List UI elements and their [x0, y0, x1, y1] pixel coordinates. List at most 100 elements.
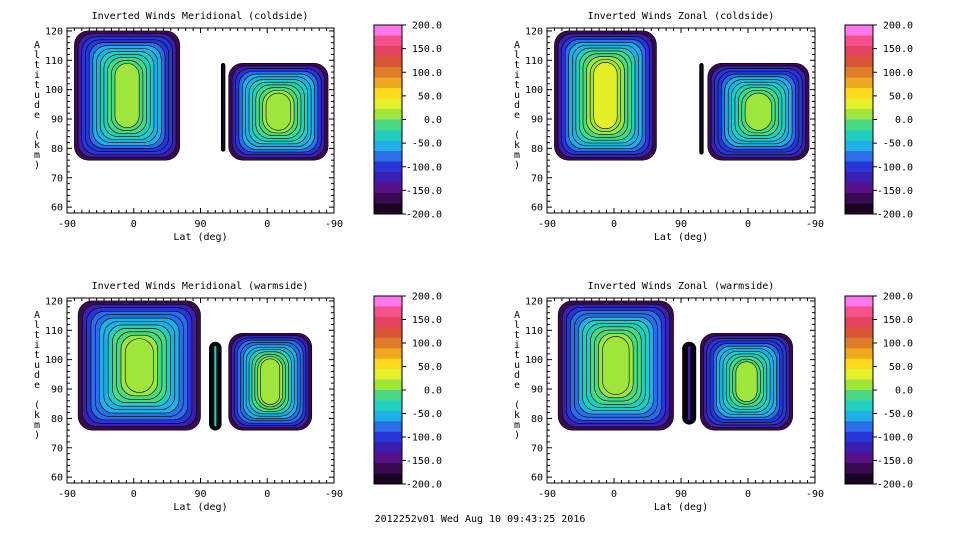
colorbar-label: 100.0 [883, 68, 913, 79]
colorbar: 200.0 150.0 100.0 50.0 0.0 -50.0 -100.0 -150.0 -… [844, 292, 913, 491]
y-tick-label: 60 [51, 473, 63, 484]
colorbar: 200.0 150.0 100.0 50.0 0.0 -50.0 -100.0 -150.0 -… [844, 21, 913, 221]
colorbar-swatch [374, 25, 402, 36]
colorbar-swatch [845, 421, 873, 433]
colorbar-swatch [845, 327, 873, 339]
y-tick-label: 80 [531, 414, 543, 425]
colorbar-swatch [845, 35, 873, 47]
y-tick-label: 110 [45, 326, 63, 337]
colorbar-swatch [845, 442, 873, 454]
colorbar-label: -150.0 [877, 456, 913, 467]
x-tick-label: -90 [58, 219, 76, 230]
colorbar-swatch [845, 379, 873, 391]
y-axis-label-char: t [34, 80, 40, 91]
chart-title: Inverted Winds Meridional (warmside) [92, 281, 309, 292]
colorbar-swatch [845, 172, 873, 183]
y-tick-label: 110 [525, 56, 543, 67]
y-axis-label-char: t [514, 80, 520, 91]
contour-band [114, 63, 140, 129]
colorbar: 200.0 150.0 100.0 50.0 0.0 -50.0 -100.0 -150.0 -… [373, 21, 442, 221]
colorbar-swatch [374, 463, 402, 475]
y-axis-label-char: l [34, 320, 40, 331]
y-tick-label: 60 [531, 473, 543, 484]
colorbar-swatch [845, 306, 873, 318]
colorbar: 200.0 150.0 100.0 50.0 0.0 -50.0 -100.0 -150.0 -… [373, 292, 442, 491]
x-tick-label: 90 [194, 219, 206, 230]
colorbar-label: -50.0 [412, 139, 442, 150]
colorbar-label: -50.0 [883, 409, 913, 420]
y-tick-label: 100 [525, 355, 543, 366]
chart-panel-2: Inverted Winds Zonal (coldside) 60 70 80 90 1… [514, 11, 913, 243]
colorbar-label: 50.0 [889, 91, 913, 102]
y-axis-label-char: k [34, 140, 40, 151]
colorbar-swatch [845, 88, 873, 99]
colorbar-label: -200.0 [877, 480, 913, 491]
y-axis-label-char: k [34, 410, 40, 421]
y-tick-label: 70 [51, 173, 63, 184]
y-axis-label-char: k [514, 140, 520, 151]
y-axis-label-char: ( [514, 400, 520, 411]
colorbar-label: -200.0 [877, 210, 913, 221]
colorbar-label: 150.0 [412, 315, 442, 326]
y-tick-label: 90 [531, 115, 543, 126]
colorbar-swatch [374, 109, 402, 120]
colorbar-swatch [845, 348, 873, 360]
colorbar-swatch [845, 203, 873, 215]
colorbar-swatch [374, 67, 402, 78]
colorbar-swatch [845, 182, 873, 194]
y-tick-label: 110 [45, 56, 63, 67]
contour-band [265, 92, 292, 131]
y-axis-label-char: d [514, 370, 520, 381]
x-tick-label: 90 [194, 489, 206, 500]
colorbar-swatch [374, 203, 402, 215]
y-axis-label-char: i [514, 70, 520, 81]
colorbar-swatch [845, 161, 873, 173]
colorbar-swatch [845, 337, 873, 349]
colorbar-swatch [374, 327, 402, 339]
chart-title: Inverted Winds Meridional (coldside) [92, 11, 309, 22]
contour-band [124, 338, 154, 393]
colorbar-swatch [374, 130, 402, 141]
colorbar-swatch [845, 193, 873, 204]
x-axis-label: Lat (deg) [173, 502, 227, 513]
colorbar-swatch [845, 296, 873, 307]
colorbar-swatch [374, 369, 402, 381]
y-tick-label: 120 [525, 296, 543, 307]
colorbar-swatch [845, 77, 873, 89]
y-axis-label-char: u [34, 360, 40, 371]
colorbar-swatch [374, 140, 402, 152]
contour-band [700, 64, 703, 154]
y-axis-label-char: e [514, 380, 520, 391]
y-axis-label-char: ) [34, 160, 40, 171]
y-tick-label: 70 [51, 443, 63, 454]
colorbar-swatch [374, 431, 402, 443]
y-axis-label-char: e [34, 380, 40, 391]
y-axis-label-char: A [514, 310, 520, 321]
contour-band [602, 336, 630, 395]
y-axis-label-char: ( [34, 130, 40, 141]
x-tick-label: 0 [131, 489, 137, 500]
colorbar-label: -200.0 [406, 210, 442, 221]
y-axis-label-char: l [514, 50, 520, 61]
colorbar-label: -50.0 [412, 409, 442, 420]
y-axis-label-char: i [514, 340, 520, 351]
colorbar-swatch [374, 182, 402, 194]
y-axis-label-char: k [514, 410, 520, 421]
y-tick-label: 80 [531, 144, 543, 155]
colorbar-label: 0.0 [895, 386, 913, 397]
colorbar-label: -200.0 [406, 480, 442, 491]
y-tick-label: 90 [51, 115, 63, 126]
colorbar-swatch [374, 316, 402, 328]
colorbar-swatch [374, 337, 402, 349]
y-axis-label-char: d [34, 370, 40, 381]
y-axis-label-char: t [34, 350, 40, 361]
colorbar-swatch [845, 410, 873, 422]
y-axis-label-char: i [34, 70, 40, 81]
colorbar-swatch [845, 46, 873, 57]
x-tick-label: 0 [611, 489, 617, 500]
colorbar-label: -150.0 [877, 186, 913, 197]
y-axis-label-char: ) [514, 160, 520, 171]
colorbar-swatch [374, 358, 402, 370]
x-tick-label: 0 [745, 489, 751, 500]
x-tick-label: 0 [264, 489, 270, 500]
